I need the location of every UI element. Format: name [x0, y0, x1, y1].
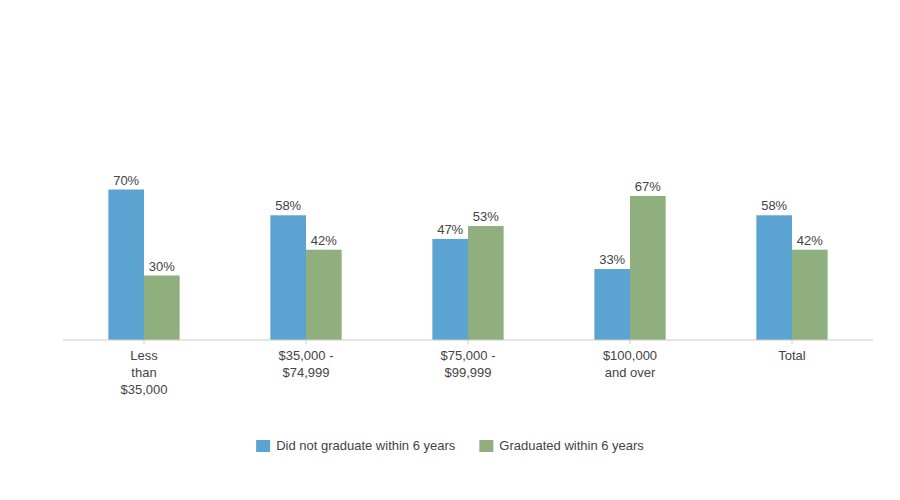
x-tick: [306, 340, 307, 344]
x-tick-label: $100,000and over: [603, 348, 657, 380]
data-label: 58%: [761, 198, 787, 213]
x-tick-label: $75,000 -$99,999: [441, 348, 496, 380]
x-tick-label: Total: [778, 348, 806, 363]
x-tick-label: $35,000 -$74,999: [279, 348, 334, 380]
bar: [594, 269, 630, 340]
bar: [432, 239, 468, 340]
data-label: 47%: [437, 222, 463, 237]
bar: [756, 215, 792, 340]
legend-label: Did not graduate within 6 years: [276, 438, 456, 453]
data-label: 33%: [599, 252, 625, 267]
x-tick: [792, 340, 793, 344]
x-tick-label: Lessthan$35,000: [121, 348, 168, 397]
x-tick: [630, 340, 631, 344]
data-label: 70%: [113, 173, 139, 188]
bar: [270, 215, 306, 340]
bar: [630, 196, 666, 340]
bar: [144, 276, 180, 341]
data-label: 58%: [275, 198, 301, 213]
x-axis: Lessthan$35,000 $35,000 -$74,999 $75,000 -…: [121, 340, 806, 397]
chart-container: 70% 58% 47% 33% 58% 30% 42% 53% 67% 42% Lessthan$3…: [0, 0, 900, 500]
bar: [108, 190, 144, 341]
x-tick: [468, 340, 469, 344]
data-label: 30%: [149, 259, 175, 274]
bar: [306, 250, 342, 340]
bar: [792, 250, 828, 340]
data-label: 42%: [797, 233, 823, 248]
data-label: 53%: [473, 209, 499, 224]
legend-swatch: [479, 440, 493, 452]
data-label: 42%: [311, 233, 337, 248]
bar: [468, 226, 504, 340]
chart: 70% 58% 47% 33% 58% 30% 42% 53% 67% 42% Lessthan$3…: [0, 0, 900, 500]
data-labels: 70% 58% 47% 33% 58% 30% 42% 53% 67% 42%: [113, 173, 823, 274]
bars: [108, 190, 827, 341]
legend-label: Graduated within 6 years: [499, 438, 644, 453]
legend: Did not graduate within 6 years Graduated…: [256, 438, 644, 453]
x-tick: [144, 340, 145, 344]
data-label: 67%: [635, 179, 661, 194]
legend-swatch: [256, 440, 270, 452]
